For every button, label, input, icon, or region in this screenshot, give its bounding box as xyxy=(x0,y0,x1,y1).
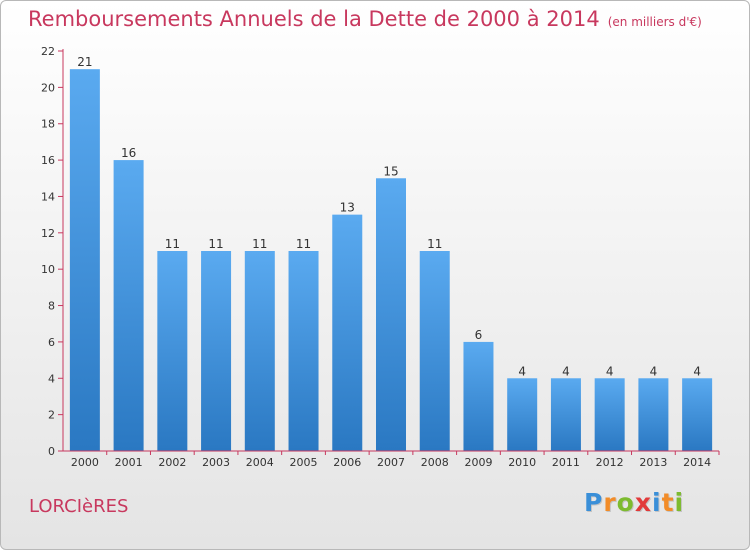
data-label-2007: 15 xyxy=(383,164,398,178)
y-tick-label: 14 xyxy=(41,190,55,203)
x-tick-label-2000: 2000 xyxy=(71,456,99,469)
bar-2000 xyxy=(69,69,100,451)
x-tick-label-2012: 2012 xyxy=(596,456,624,469)
x-tick-label-2002: 2002 xyxy=(158,456,186,469)
data-label-2008: 11 xyxy=(427,237,442,251)
bar-2010 xyxy=(507,378,538,451)
bar-2004 xyxy=(244,251,275,451)
x-tick-label-2011: 2011 xyxy=(552,456,580,469)
x-tick-label-2008: 2008 xyxy=(421,456,449,469)
bar-2003 xyxy=(201,251,232,451)
y-tick-label: 2 xyxy=(48,409,55,422)
x-tick-label-2010: 2010 xyxy=(508,456,536,469)
data-label-2010: 4 xyxy=(518,364,526,378)
x-tick-label-2007: 2007 xyxy=(377,456,405,469)
logo-letter: i xyxy=(652,488,662,517)
data-label-2004: 11 xyxy=(252,237,267,251)
x-tick-label-2001: 2001 xyxy=(115,456,143,469)
x-tick-label-2005: 2005 xyxy=(290,456,318,469)
logo-letter: t xyxy=(661,488,675,517)
y-tick-label: 0 xyxy=(48,445,55,458)
data-label-2013: 4 xyxy=(650,364,658,378)
data-label-2003: 11 xyxy=(208,237,223,251)
chart-title-text: Remboursements Annuels de la Dette de 20… xyxy=(28,7,600,31)
commune-name: LORCIèRES xyxy=(29,496,129,517)
logo-letter: r xyxy=(603,488,617,517)
chart-title: Remboursements Annuels de la Dette de 20… xyxy=(28,7,702,31)
logo-letter: o xyxy=(616,488,635,517)
data-label-2014: 4 xyxy=(693,364,701,378)
proxiti-logo[interactable]: Proxiti xyxy=(584,488,684,517)
bar-2007 xyxy=(376,178,406,452)
x-tick-label-2009: 2009 xyxy=(464,456,492,469)
y-tick-label: 10 xyxy=(41,263,55,276)
bar-2008 xyxy=(419,251,450,451)
bar-2005 xyxy=(288,251,319,451)
data-label-2000: 21 xyxy=(77,55,92,69)
data-label-2009: 6 xyxy=(475,328,483,342)
y-tick-label: 16 xyxy=(41,154,55,167)
data-label-2005: 11 xyxy=(296,237,311,251)
x-tick-label-2006: 2006 xyxy=(333,456,361,469)
bar-2002 xyxy=(157,251,188,451)
bar-2001 xyxy=(113,160,144,451)
bar-2013 xyxy=(638,378,669,451)
x-tick-label-2004: 2004 xyxy=(246,456,274,469)
bar-2006 xyxy=(332,214,363,451)
bar-2014 xyxy=(682,378,713,451)
bar-2012 xyxy=(594,378,625,451)
x-tick-label-2014: 2014 xyxy=(683,456,711,469)
data-label-2006: 13 xyxy=(340,201,355,215)
data-label-2011: 4 xyxy=(562,364,570,378)
y-tick-label: 6 xyxy=(48,336,55,349)
y-tick-label: 22 xyxy=(41,45,55,58)
logo-letter: x xyxy=(634,488,652,517)
data-label-2001: 16 xyxy=(121,146,136,160)
x-tick-label-2003: 2003 xyxy=(202,456,230,469)
logo-letter: i xyxy=(674,488,685,517)
chart-subtitle: (en milliers d'€) xyxy=(607,15,702,29)
y-tick-label: 20 xyxy=(41,81,55,94)
y-tick-label: 18 xyxy=(41,118,55,131)
bar-2009 xyxy=(463,341,494,451)
y-tick-label: 8 xyxy=(48,300,55,313)
bar-2011 xyxy=(550,378,581,451)
data-label-2012: 4 xyxy=(606,364,614,378)
x-tick-label-2013: 2013 xyxy=(639,456,667,469)
y-tick-label: 4 xyxy=(48,372,55,385)
y-tick-label: 12 xyxy=(41,227,55,240)
data-label-2002: 11 xyxy=(165,237,180,251)
logo-letter: P xyxy=(584,488,604,517)
